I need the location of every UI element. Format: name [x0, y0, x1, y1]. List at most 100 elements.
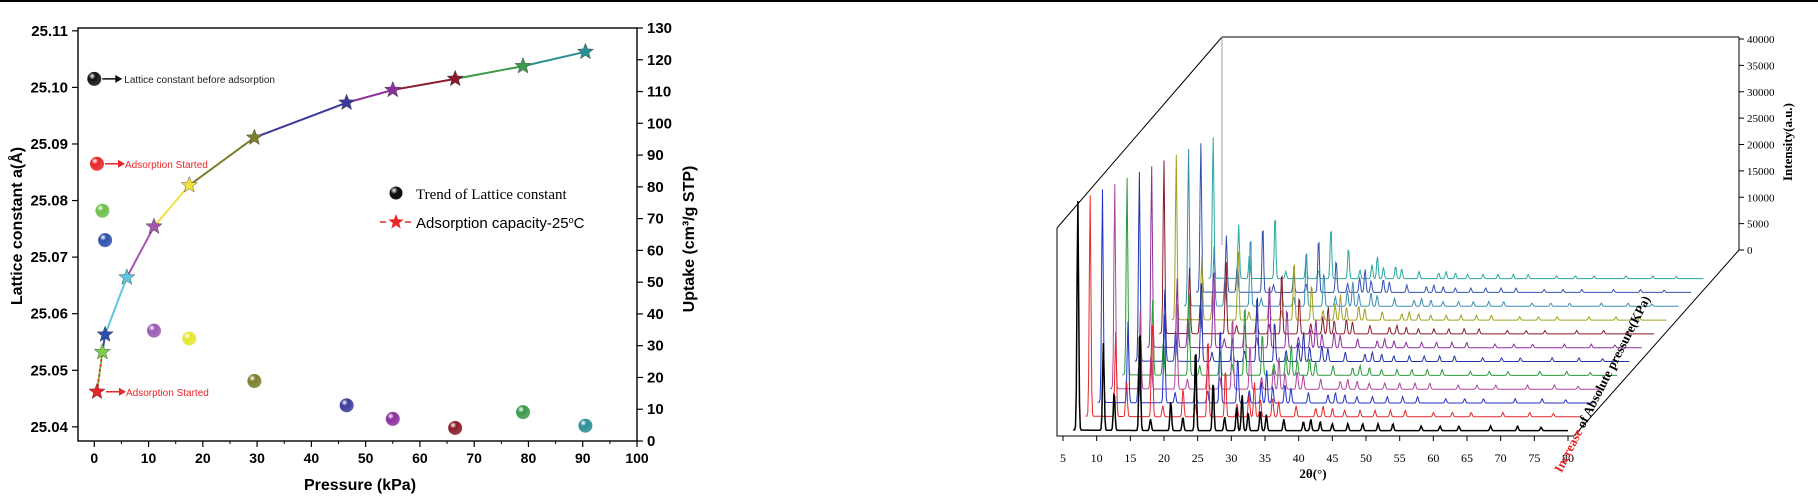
xrd-traces	[1073, 137, 1704, 432]
xrd-trace	[1183, 148, 1679, 307]
two-theta-tick-label: 55	[1394, 451, 1406, 465]
x-tick-label: 60	[412, 450, 428, 466]
y-tick-label: 25.06	[30, 306, 68, 323]
uptake-point	[145, 217, 163, 234]
lattice-point	[87, 71, 102, 86]
lattice-point	[247, 374, 262, 389]
y-axis-label: Lattice constant a(Å)	[7, 147, 26, 305]
two-theta-tick-label: 45	[1326, 451, 1338, 465]
x-axis-label: Pressure (kPa)	[304, 477, 416, 494]
uptake-segment	[455, 65, 524, 80]
two-theta-axis-label: 2θ(°)	[1299, 466, 1326, 481]
two-theta-tick-label: 40	[1293, 451, 1305, 465]
lattice-point	[578, 418, 593, 433]
annotation-adsorption-started-bottom: Adsorption Started	[126, 388, 209, 399]
uptake-segment	[392, 77, 456, 91]
two-theta-ticks: 5 10 15 20 25 30 35 40 45 50 55 60 65 70 75 80	[1060, 436, 1574, 465]
two-theta-tick-label: 65	[1461, 451, 1473, 465]
legend-star-marker	[388, 214, 404, 229]
xrd-trace	[1134, 172, 1630, 363]
lattice-point	[95, 203, 110, 218]
y2-axis-label: Uptake (cm³/g STP)	[681, 166, 698, 313]
two-theta-tick-label: 70	[1495, 451, 1507, 465]
y2-tick-label: 120	[647, 52, 672, 69]
annotation-adsorption-started-top: Adsorption Started	[125, 160, 208, 171]
intensity-tick-label: 15000	[1747, 166, 1775, 178]
y2-tick-label: 60	[647, 242, 664, 259]
xrd-trace	[1171, 154, 1667, 321]
y2-tick-label: 130	[647, 20, 672, 37]
x-tick-label: 0	[90, 450, 98, 466]
y2-axis-ticks: 0 10 20 30 40 50 60 70 80 90 100 110 120 130	[637, 20, 672, 450]
y2-tick-label: 0	[647, 433, 655, 450]
y-tick-label: 25.09	[30, 136, 68, 153]
uptake-segment	[254, 101, 347, 139]
pressure-axis-label: Increase of Absolute pressure(KPa)	[1551, 293, 1653, 475]
uptake-point	[88, 382, 106, 400]
intensity-tick-label: 40000	[1747, 34, 1775, 46]
xrd-trace	[1097, 189, 1593, 404]
two-theta-tick-label: 80	[1562, 451, 1574, 465]
y-tick-label: 25.10	[30, 79, 68, 96]
annotation-arrowhead	[118, 387, 126, 396]
lattice-point	[339, 398, 354, 413]
annotations: Lattice constant before adsorption Adsorp…	[102, 74, 275, 399]
y-tick-label: 25.05	[30, 362, 68, 379]
annotation-arrowhead	[117, 159, 125, 168]
lattice-point	[516, 405, 531, 420]
y-tick-label: 25.07	[30, 249, 68, 266]
y2-tick-label: 40	[647, 306, 664, 323]
legend: Trend of Lattice constant Adsorption capa…	[380, 186, 585, 232]
xrd-trace	[1208, 137, 1704, 280]
uptake-segment	[522, 50, 586, 68]
legend-adsorption-label: Adsorption capacity-25oC	[416, 215, 585, 232]
lattice-uptake-chart: 0 10 20 30 40 50 60 70 80 90 100 25.0425.0525.0625…	[7, 20, 698, 494]
intensity-tick-label: 0	[1747, 245, 1753, 257]
x-tick-label: 70	[466, 450, 482, 466]
annotation-before-adsorption: Lattice constant before adsorption	[124, 75, 275, 86]
two-theta-tick-label: 10	[1091, 451, 1103, 465]
uptake-points	[88, 42, 595, 400]
y-axis-ticks: 25.04 25.05 25.06 25.07 25.08 25.09 25.10 25.11	[30, 23, 78, 436]
xrd-trace	[1146, 166, 1642, 349]
y2-tick-label: 80	[647, 179, 664, 196]
x-tick-label: 50	[358, 450, 374, 466]
uptake-point	[384, 80, 402, 98]
y2-tick-label: 20	[647, 369, 664, 386]
intensity-tick-label: 25000	[1747, 113, 1775, 125]
two-theta-tick-label: 50	[1360, 451, 1372, 465]
y-tick-label: 25.08	[30, 193, 68, 210]
xrd-trace	[1110, 183, 1605, 390]
legend-degree: o	[569, 215, 574, 225]
xrd-trace	[1122, 177, 1618, 376]
x-tick-label: 90	[575, 450, 591, 466]
depth-bottom-edge	[1573, 249, 1740, 437]
y2-tick-label: 50	[647, 274, 664, 291]
x-tick-label: 100	[625, 450, 649, 466]
pressure-label-rest: of Absolute pressure(KPa)	[1572, 293, 1653, 433]
uptake-segment	[125, 226, 155, 278]
lattice-point	[385, 411, 400, 426]
legend-lattice-label: Trend of Lattice constant	[416, 187, 567, 203]
x-tick-label: 40	[304, 450, 320, 466]
y2-tick-label: 30	[647, 338, 664, 355]
x-tick-label: 30	[249, 450, 265, 466]
y2-tick-label: 10	[647, 401, 664, 418]
two-theta-tick-label: 20	[1158, 451, 1170, 465]
x-axis-ticks: 0 10 20 30 40 50 60 70 80 90 100	[90, 441, 649, 466]
intensity-tick-label: 5000	[1747, 219, 1770, 231]
lattice-point	[182, 331, 197, 346]
y2-tick-label: 110	[647, 84, 671, 101]
x-tick-label: 10	[141, 450, 157, 466]
uptake-point	[338, 93, 356, 110]
xrd-trace	[1073, 200, 1568, 432]
uptake-point	[446, 69, 464, 87]
lattice-point	[89, 156, 104, 171]
depth-top-edge	[1056, 36, 1223, 229]
plot-frame	[77, 27, 638, 442]
uptake-segment	[188, 136, 255, 187]
y2-tick-label: 90	[647, 147, 664, 164]
uptake-point	[514, 57, 532, 74]
x-tick-label: 80	[521, 450, 537, 466]
waterfall-frame	[1056, 36, 1740, 437]
